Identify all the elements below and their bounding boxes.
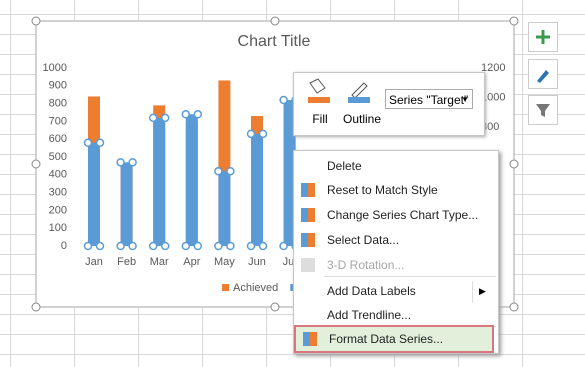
selection-marker — [258, 129, 268, 139]
menu-item-label: Format Data Series... — [329, 332, 444, 346]
bar — [185, 114, 198, 246]
selection-marker — [181, 241, 191, 251]
menu-item-label: Change Series Chart Type... — [327, 208, 479, 222]
selection-marker — [214, 241, 223, 251]
y2-tick-label: 1200 — [481, 62, 505, 74]
chart-title: Chart Title — [238, 33, 311, 50]
selection-marker — [116, 241, 125, 251]
selection-marker — [214, 166, 223, 176]
context-menu: ▶ Delete Reset to Match Style Change Serie… — [293, 150, 499, 354]
submenu-arrow: ▶ — [479, 286, 486, 296]
menu-item[interactable]: 3-D Rotation... — [294, 253, 498, 277]
bar — [283, 100, 296, 246]
selection-marker — [258, 241, 268, 251]
menu-item[interactable]: Format Data Series... — [294, 325, 494, 353]
menu-item[interactable]: Add Data Labels — [294, 279, 498, 303]
chart-styles-button[interactable] — [528, 59, 558, 89]
bar — [218, 171, 231, 246]
y-tick-label: 900 — [49, 80, 67, 92]
selection-marker — [95, 241, 105, 251]
y-tick-label: 100 — [49, 222, 67, 234]
menu-item-label: 3-D Rotation... — [327, 258, 405, 272]
bar — [251, 133, 263, 246]
menu-icon — [301, 208, 315, 222]
y-tick-label: 0 — [61, 240, 67, 252]
y-tick-label: 400 — [49, 169, 67, 181]
mini-toolbar: Fill Outline Series "Target" ▼ — [293, 72, 485, 136]
y2-tick-label: 1000 — [481, 92, 505, 104]
y2-tick-label: 800 — [481, 121, 499, 133]
selection-marker — [128, 241, 137, 251]
series-dropdown[interactable]: Series "Target" ▼ — [385, 89, 473, 109]
selection-marker — [160, 241, 170, 251]
y-tick-label: 500 — [49, 151, 67, 163]
selection-marker — [181, 110, 191, 119]
y-tick-label: 300 — [49, 187, 67, 199]
separator — [324, 326, 496, 327]
legend-label: Achieved — [233, 282, 278, 294]
selection-marker — [83, 241, 93, 251]
menu-item-label: Select Data... — [327, 233, 400, 247]
outline-label: Outline — [342, 112, 382, 126]
chart-filters-button[interactable] — [528, 95, 558, 125]
menu-item-label: Reset to Match Style — [327, 183, 438, 197]
handles — [31, 16, 519, 312]
chart-elements-button[interactable] — [528, 22, 558, 52]
selection-marker — [279, 95, 288, 105]
menu-icon — [301, 183, 315, 197]
x-tick-label: May — [214, 256, 235, 268]
fill-button[interactable]: Fill — [302, 77, 338, 131]
selection-marker — [226, 241, 235, 251]
selection-marker — [95, 138, 105, 148]
x-tick-label: Apr — [183, 256, 200, 268]
legend-swatch — [222, 284, 229, 291]
menu-item[interactable]: Delete — [294, 154, 498, 178]
menu-item[interactable]: Select Data... — [294, 228, 498, 252]
menu-item[interactable]: Change Series Chart Type... — [294, 203, 498, 227]
selection-marker — [193, 110, 203, 119]
selection-marker — [128, 158, 137, 167]
separator — [324, 276, 496, 277]
bar — [120, 162, 133, 246]
x-tick-label: Jan — [85, 256, 103, 268]
bar — [153, 117, 166, 246]
selection-marker — [148, 113, 158, 123]
y-tick-label: 600 — [49, 133, 67, 145]
selection-marker — [226, 166, 235, 176]
selection-marker — [246, 241, 256, 251]
selection-marker — [116, 158, 125, 167]
selection-marker — [148, 241, 158, 251]
fill-label: Fill — [312, 112, 328, 126]
selection-marker — [160, 113, 170, 123]
menu-item-label: Delete — [327, 159, 362, 173]
menu-item[interactable]: Add Trendline... — [294, 303, 498, 327]
x-tick-label: Feb — [117, 256, 136, 268]
y-tick-label: 200 — [49, 204, 67, 216]
y-tick-label: 800 — [49, 98, 67, 110]
menu-item[interactable]: Reset to Match Style — [294, 178, 498, 202]
menu-icon — [301, 233, 315, 247]
submenu-divider — [472, 281, 473, 303]
menu-item-label: Add Trendline... — [327, 308, 412, 322]
menu-item-label: Add Data Labels — [327, 284, 416, 298]
selection-marker — [246, 129, 256, 139]
y-tick-label: 700 — [49, 115, 67, 127]
bar — [88, 142, 100, 246]
y-tick-label: 1000 — [43, 62, 67, 74]
outline-button[interactable]: Outline — [340, 77, 384, 131]
x-tick-label: Jun — [248, 256, 266, 268]
series-select-label: Series "Target" — [389, 93, 469, 107]
selection-marker — [279, 241, 288, 251]
selection-marker — [83, 138, 93, 148]
menu-icon — [303, 332, 317, 346]
selection-marker — [193, 241, 203, 251]
menu-icon — [301, 258, 315, 272]
x-tick-label: Mar — [150, 256, 169, 268]
